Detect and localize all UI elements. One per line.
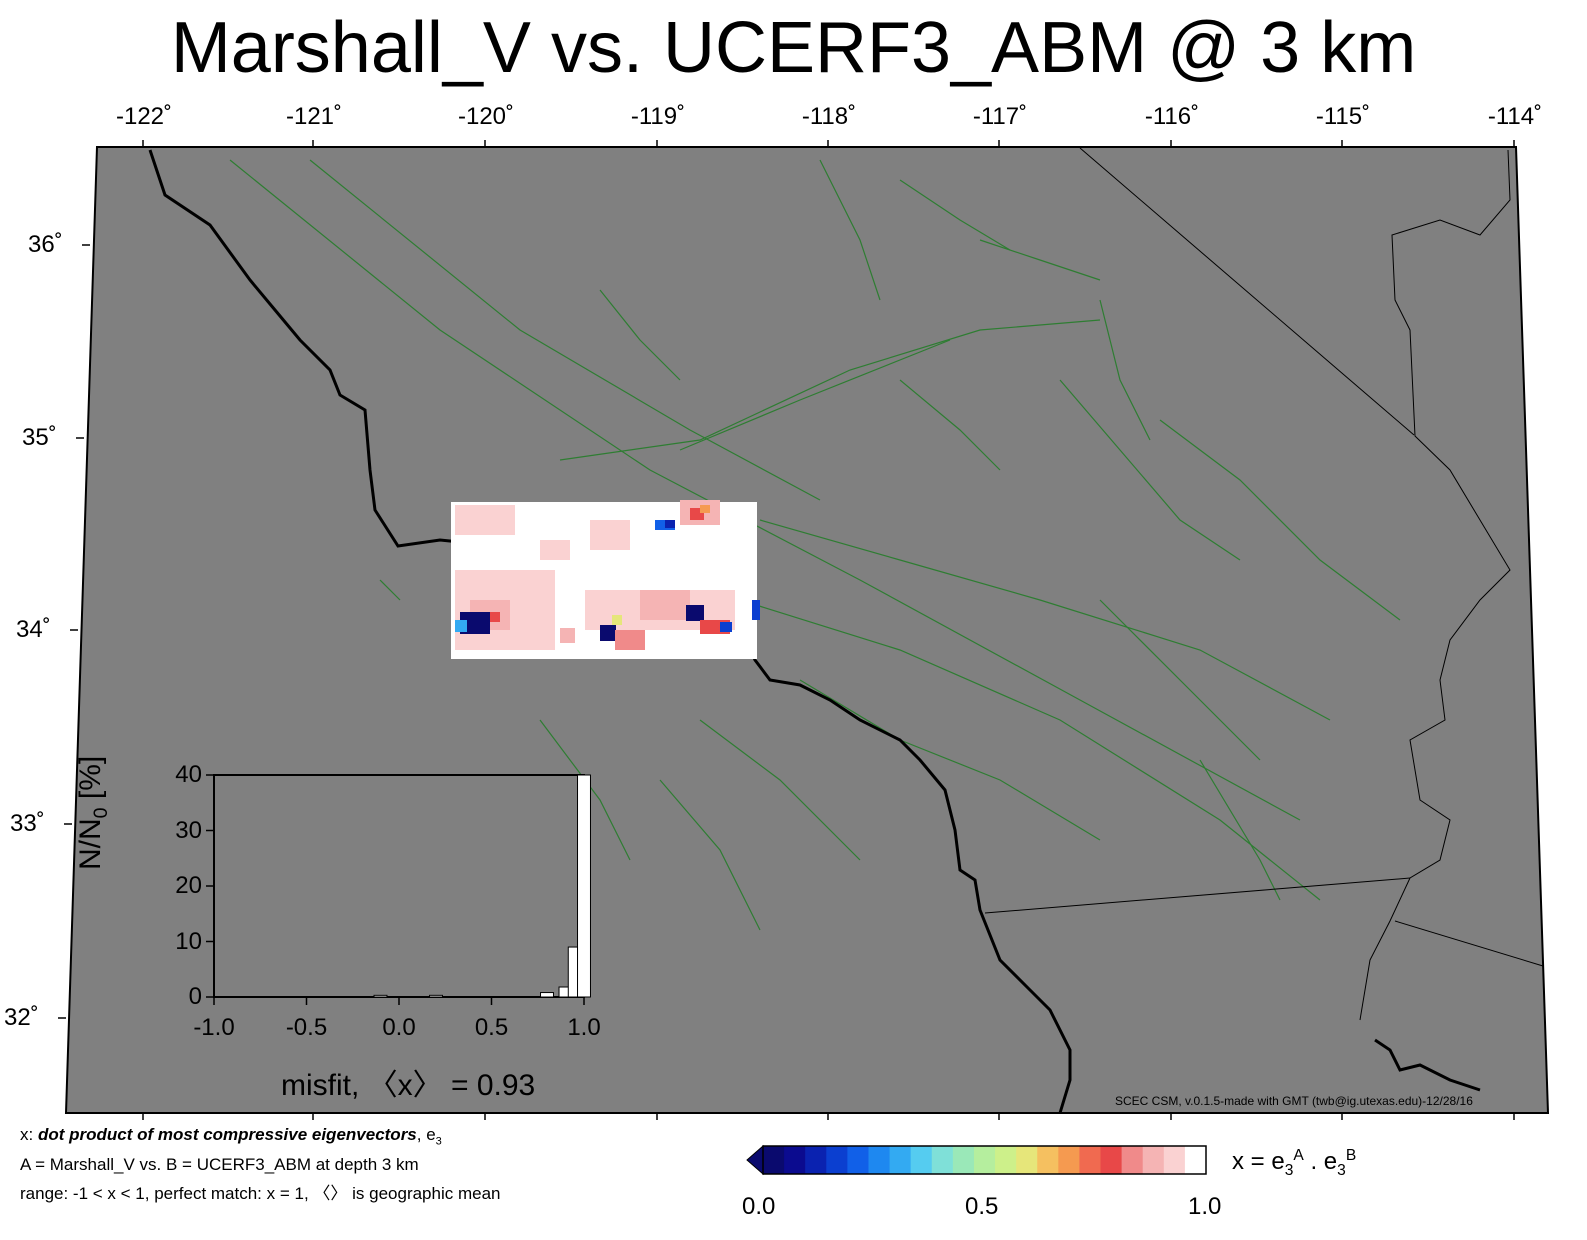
histogram-bar bbox=[540, 992, 554, 998]
colorbar-cell bbox=[1184, 1146, 1207, 1174]
hist-ytick-label: 30 bbox=[175, 816, 202, 844]
lon-label: -116˚ bbox=[1144, 103, 1200, 130]
histogram-bars bbox=[373, 774, 591, 998]
colorado-river bbox=[1359, 149, 1511, 1021]
raster-cell bbox=[560, 628, 575, 643]
raster-cell bbox=[540, 540, 570, 560]
lon-label: -120˚ bbox=[457, 103, 515, 130]
histogram-x-label: misfit, 〈x〉 = 0.93 bbox=[281, 1069, 536, 1102]
colorbar-cell bbox=[952, 1146, 975, 1174]
histogram-bar bbox=[373, 994, 388, 998]
raster-cell bbox=[720, 622, 732, 632]
raster-cell bbox=[612, 615, 622, 625]
raster-cell bbox=[665, 520, 675, 528]
colorbar-cell bbox=[1100, 1146, 1123, 1174]
lat-label: 32˚ bbox=[4, 1004, 39, 1031]
colorbar-cell bbox=[784, 1146, 806, 1174]
frame-ticks bbox=[58, 140, 1515, 1120]
lat-label: 33˚ bbox=[10, 810, 45, 837]
map-title: Marshall_V vs. UCERF3_ABM @ 3 km bbox=[170, 8, 1417, 88]
hist-xtick-label: -0.5 bbox=[285, 1014, 328, 1041]
colorbar bbox=[746, 1144, 1207, 1176]
colorbar-cell bbox=[889, 1146, 912, 1174]
lon-label: -118˚ bbox=[801, 103, 857, 130]
lon-label: -122˚ bbox=[115, 103, 173, 130]
raster-cell bbox=[615, 630, 645, 650]
colorbar-cell bbox=[973, 1146, 996, 1174]
colorbar-underflow-triangle bbox=[746, 1144, 764, 1176]
lat-label: 34˚ bbox=[16, 616, 51, 643]
raster-cell bbox=[455, 620, 467, 632]
hist-ytick-label: 10 bbox=[175, 927, 202, 955]
raster-cell bbox=[460, 612, 490, 634]
colorbar-cell bbox=[847, 1146, 869, 1174]
hist-xtick-label: 0.5 bbox=[474, 1014, 509, 1041]
colorbar-cell bbox=[995, 1146, 1017, 1174]
hist-ytick-label: 40 bbox=[175, 761, 202, 788]
raster-cell bbox=[640, 590, 690, 620]
colorbar-cell bbox=[826, 1146, 848, 1174]
fault-lines bbox=[229, 159, 1401, 931]
hist-xtick-label: 0.0 bbox=[382, 1014, 416, 1041]
raster-cell bbox=[600, 625, 616, 641]
hist-ytick-label: 20 bbox=[175, 872, 202, 899]
colorbar-cell bbox=[931, 1146, 954, 1174]
lon-label: -115˚ bbox=[1315, 103, 1371, 130]
lon-label: -119˚ bbox=[630, 103, 686, 130]
histogram-y-label: N/N0 [%] bbox=[74, 755, 112, 870]
misfit-raster bbox=[451, 500, 760, 659]
baja-coast bbox=[1374, 1038, 1481, 1092]
colorbar-cell bbox=[1079, 1146, 1102, 1174]
colorbar-cell bbox=[1058, 1146, 1080, 1174]
colorbar-cell bbox=[868, 1146, 891, 1174]
colorbar-cell bbox=[1121, 1146, 1144, 1174]
colorbar-cell bbox=[1163, 1146, 1186, 1174]
lon-label: -114˚ bbox=[1487, 103, 1543, 130]
colorbar-cell bbox=[1037, 1146, 1059, 1174]
colorbar-cell bbox=[763, 1146, 785, 1174]
hist-ytick-label: 0 bbox=[188, 983, 202, 1010]
raster-cell bbox=[490, 612, 500, 622]
raster-cell bbox=[590, 520, 630, 550]
colorbar-cell bbox=[805, 1146, 827, 1174]
raster-cell bbox=[752, 600, 760, 620]
colorbar-formula: x = e3A . e3B bbox=[1232, 1147, 1357, 1179]
histogram-inset bbox=[206, 774, 591, 1005]
colorbar-min-label: 0.0 bbox=[742, 1193, 776, 1220]
hist-xtick-label: -1.0 bbox=[193, 1014, 235, 1041]
colorbar-cell bbox=[1016, 1146, 1038, 1174]
state-boundaries bbox=[984, 147, 1544, 967]
legend-line-1: x: dot product of most compressive eigen… bbox=[20, 1125, 442, 1148]
colorbar-cell bbox=[1142, 1146, 1165, 1174]
legend-line-2: A = Marshall_V vs. B = UCERF3_ABM at dep… bbox=[20, 1155, 419, 1174]
histogram-bar bbox=[577, 774, 591, 998]
hist-xtick-label: 1.0 bbox=[567, 1014, 601, 1041]
raster-cell bbox=[700, 505, 710, 513]
raster-cell bbox=[686, 605, 704, 621]
lon-label: -117˚ bbox=[972, 103, 1028, 130]
colorbar-max-label: 1.0 bbox=[1188, 1193, 1222, 1220]
lon-label: -121˚ bbox=[285, 103, 343, 130]
lat-label: 35˚ bbox=[22, 424, 57, 451]
lat-label: 36˚ bbox=[28, 231, 63, 258]
credit-text: SCEC CSM, v.0.1.5-made with GMT (twb@ig.… bbox=[1112, 1093, 1476, 1109]
colorbar-mid-label: 0.5 bbox=[965, 1193, 999, 1220]
colorbar-cell bbox=[910, 1146, 933, 1174]
raster-cell bbox=[455, 505, 515, 535]
legend-line-3: range: -1 < x < 1, perfect match: x = 1,… bbox=[20, 1184, 501, 1203]
histogram-bar bbox=[429, 994, 443, 998]
